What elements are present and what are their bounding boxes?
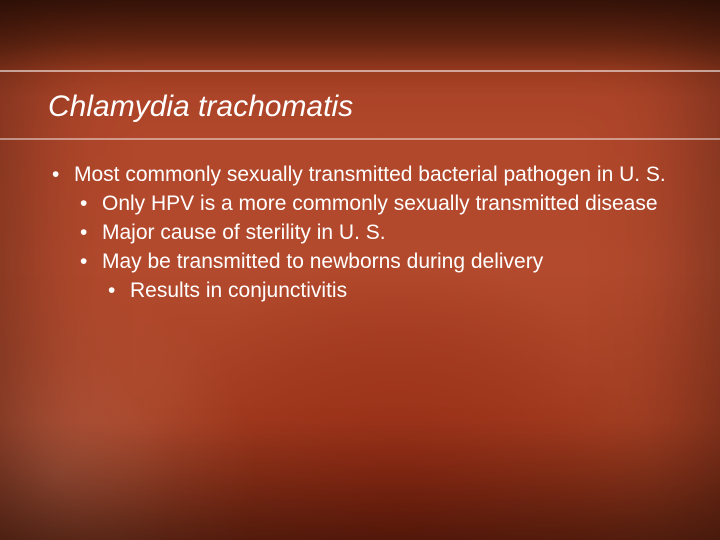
- list-item: Results in conjunctivitis: [104, 278, 672, 305]
- divider-top: [0, 70, 720, 72]
- slide-content: Most commonly sexually transmitted bacte…: [48, 162, 672, 306]
- bullet-list: Most commonly sexually transmitted bacte…: [48, 162, 672, 304]
- list-item: Only HPV is a more commonly sexually tra…: [76, 191, 672, 218]
- list-item: May be transmitted to newborns during de…: [76, 249, 672, 276]
- slide: Chlamydia trachomatis Most commonly sexu…: [0, 0, 720, 540]
- slide-title: Chlamydia trachomatis: [48, 90, 353, 124]
- list-item: Major cause of sterility in U. S.: [76, 220, 672, 247]
- divider-under-title: [0, 138, 720, 140]
- list-item: Most commonly sexually transmitted bacte…: [48, 162, 672, 189]
